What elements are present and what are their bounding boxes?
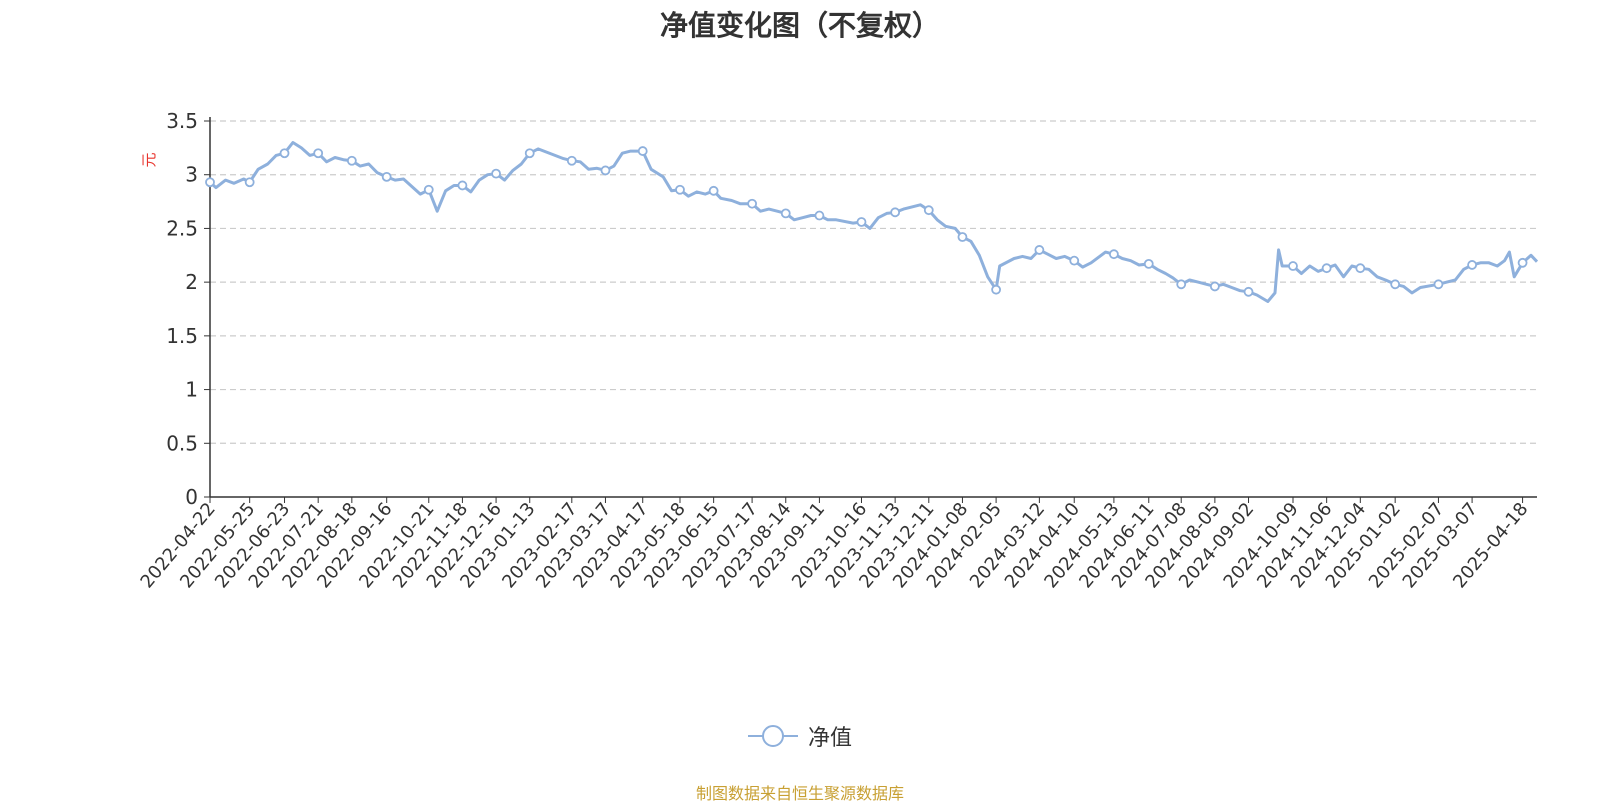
y-tick-label: 3.5 [166,109,198,133]
data-point[interactable] [491,168,501,179]
y-tick-label: 1 [185,378,198,402]
y-tick-label: 3 [185,163,198,187]
data-point[interactable] [747,198,757,209]
legend-line-circle-icon [747,725,798,747]
data-point[interactable] [923,205,934,216]
data-point[interactable] [524,148,535,159]
data-point[interactable] [1209,281,1220,292]
data-point[interactable] [991,284,1002,295]
data-point[interactable] [1108,249,1119,260]
data-point[interactable] [279,148,290,159]
data-point[interactable] [708,185,719,196]
data-point[interactable] [814,210,825,221]
data-point[interactable] [1288,261,1298,271]
data-point[interactable] [856,217,867,227]
data-point[interactable] [780,208,791,219]
y-tick-labels: 0 0.5 1 1.5 2 2.5 3 3.5 [166,109,198,509]
data-point[interactable] [1243,286,1254,297]
data-point[interactable] [890,207,901,218]
legend-label: 净值 [807,726,852,751]
data-point[interactable] [1390,279,1401,290]
data-point[interactable] [1321,263,1332,274]
data-point[interactable] [1433,279,1444,290]
data-point[interactable] [675,184,685,195]
data-point[interactable] [1517,257,1528,268]
data-point[interactable] [637,146,648,156]
data-point[interactable] [313,148,324,159]
data-point[interactable] [346,155,357,166]
data-point[interactable] [1069,255,1080,266]
data-point[interactable] [457,180,468,191]
data-source-note: 制图数据来自恒生聚源数据库 [695,784,904,803]
grid-lines [210,120,1537,444]
data-point[interactable] [600,165,611,176]
series-layer [205,141,1539,303]
data-point[interactable] [1355,263,1366,274]
y-tick-label: 2.5 [166,216,198,240]
data-point[interactable] [566,155,577,166]
data-point[interactable] [957,232,968,242]
data-point[interactable] [244,177,255,188]
data-point[interactable] [1143,258,1154,269]
data-point[interactable] [205,177,215,188]
y-tick-label: 0.5 [166,431,198,455]
data-point[interactable] [1176,279,1187,290]
data-point[interactable] [1467,260,1477,270]
y-tick-label: 1.5 [166,324,198,348]
y-axis-label: 元 [140,152,158,167]
data-point[interactable] [381,171,392,182]
series-line [208,141,1539,303]
legend[interactable]: 净值 [0,720,1600,754]
x-tick-labels: 2022-04-222022-05-252022-06-232022-07-21… [137,499,1533,593]
data-point[interactable] [423,184,434,195]
y-tick-label: 0 [185,485,198,509]
y-tick-label: 2 [185,270,198,294]
chart-title: 净值变化图（不复权） [659,9,940,42]
data-point[interactable] [1034,245,1045,255]
